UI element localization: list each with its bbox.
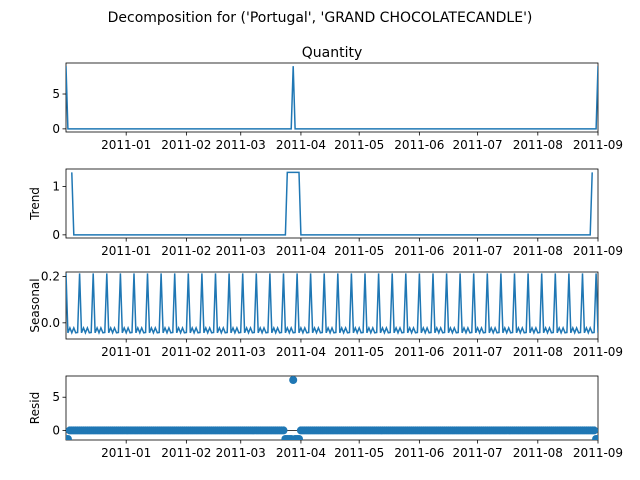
x-tick-label: 2011-07 <box>453 345 503 359</box>
x-tick-label: 2011-02 <box>161 345 211 359</box>
x-tick-label: 2011-05 <box>334 244 384 258</box>
axes-frame <box>65 271 599 340</box>
axes-frame <box>65 168 599 239</box>
x-tick-label: 2011-06 <box>394 446 444 460</box>
y-axis-label: Resid <box>28 392 42 424</box>
data-group <box>66 376 598 440</box>
x-tick-label: 2011-01 <box>101 345 151 359</box>
resid-point <box>279 426 288 435</box>
x-tick-label: 2011-07 <box>453 446 503 460</box>
y-axis-label: Seasonal <box>28 278 42 332</box>
x-tick-label: 2011-06 <box>394 244 444 258</box>
y-tick-label: 0 <box>52 228 60 242</box>
y-tick-label: 5 <box>52 87 60 101</box>
axes-frame <box>65 62 599 133</box>
x-tick-label: 2011-05 <box>334 446 384 460</box>
x-tick-label: 2011-03 <box>216 446 266 460</box>
subplot-4: Resid 0 5 2011-01 2011-02 2011-03 2011-04 2011-… <box>28 375 623 460</box>
resid-point <box>66 435 72 440</box>
x-tick-label: 2011-04 <box>276 138 326 152</box>
resid-point <box>295 435 303 440</box>
data-group <box>66 66 598 130</box>
x-tick-label: 2011-09 <box>573 345 623 359</box>
subplot-title: Quantity <box>302 45 363 61</box>
x-tick-label: 2011-06 <box>394 345 444 359</box>
x-tick-label: 2011-02 <box>161 138 211 152</box>
x-tick-label: 2011-04 <box>276 244 326 258</box>
x-tick-label: 2011-09 <box>573 244 623 258</box>
y-tick-label: 5 <box>52 390 60 404</box>
x-tick-label: 2011-07 <box>453 138 503 152</box>
y-tick-label: 0.2 <box>41 270 60 284</box>
x-tick-label: 2011-08 <box>513 446 563 460</box>
subplot-1: Quantity 0 5 2011-01 2011-02 2011-03 2011-04 20… <box>52 45 623 152</box>
series-line <box>66 66 598 130</box>
x-tick-label: 2011-03 <box>216 138 266 152</box>
resid-point <box>594 435 598 440</box>
data-group <box>66 273 598 335</box>
x-tick-label: 2011-05 <box>334 345 384 359</box>
x-tick-label: 2011-08 <box>513 345 563 359</box>
y-axis-label: Trend <box>28 187 42 221</box>
y-tick-label: 0 <box>52 122 60 136</box>
x-tick-label: 2011-08 <box>513 138 563 152</box>
axes-frame <box>65 375 599 441</box>
y-tick-label: 1 <box>52 179 60 193</box>
x-tick-label: 2011-02 <box>161 446 211 460</box>
x-tick-label: 2011-03 <box>216 345 266 359</box>
x-tick-label: 2011-04 <box>276 446 326 460</box>
y-tick-label: 0 <box>52 423 60 437</box>
x-tick-label: 2011-02 <box>161 244 211 258</box>
figure-suptitle: Decomposition for ('Portugal', 'GRAND CH… <box>108 10 533 26</box>
x-tick-label: 2011-04 <box>276 345 326 359</box>
x-tick-label: 2011-07 <box>453 244 503 258</box>
x-tick-label: 2011-01 <box>101 446 151 460</box>
x-tick-label: 2011-05 <box>334 138 384 152</box>
resid-point <box>289 376 298 384</box>
x-tick-label: 2011-01 <box>101 138 151 152</box>
series-line <box>66 273 598 335</box>
x-tick-label: 2011-03 <box>216 244 266 258</box>
x-tick-label: 2011-09 <box>573 138 623 152</box>
x-tick-label: 2011-09 <box>573 446 623 460</box>
subplot-2: Trend 0 1 2011-01 2011-02 2011-03 2011-04 2011-… <box>28 168 623 258</box>
resid-point <box>590 426 598 435</box>
x-tick-label: 2011-01 <box>101 244 151 258</box>
y-tick-label: 0.0 <box>41 316 60 330</box>
x-tick-label: 2011-08 <box>513 244 563 258</box>
data-group <box>71 171 593 236</box>
series-line <box>71 171 593 236</box>
x-tick-label: 2011-06 <box>394 138 444 152</box>
